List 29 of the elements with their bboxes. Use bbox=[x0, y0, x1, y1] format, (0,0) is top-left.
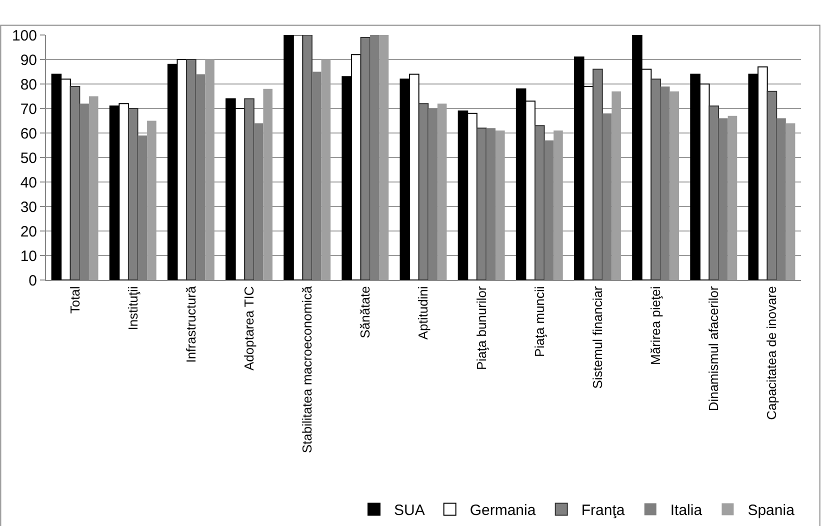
x-tick-label: Aptitudini bbox=[416, 286, 431, 340]
y-tick-label: 0 bbox=[28, 272, 37, 290]
y-tick-label: 50 bbox=[20, 150, 37, 167]
x-tick-label: Instituţii bbox=[125, 286, 140, 330]
y-tick-label: 70 bbox=[20, 100, 37, 118]
legend-label: Franţa bbox=[581, 502, 626, 520]
legend-label: Italia bbox=[670, 502, 703, 520]
y-tick-label: 40 bbox=[20, 174, 37, 192]
x-tick-label: Piaţa bunurilor bbox=[474, 286, 489, 370]
y-tick-label: 10 bbox=[20, 248, 37, 265]
x-tick-label: Total bbox=[67, 286, 82, 314]
x-tick-label: Stabilitatea macroeconomică bbox=[300, 285, 315, 454]
y-tick-label: 90 bbox=[20, 52, 37, 69]
y-tick-label: 20 bbox=[20, 223, 37, 240]
legend-label: Spania bbox=[748, 502, 796, 520]
y-tick-label: 60 bbox=[20, 125, 37, 142]
y-tick-label: 80 bbox=[20, 76, 37, 94]
y-tick-label: 100 bbox=[12, 27, 37, 44]
x-tick-label: Mărirea pieţei bbox=[648, 286, 664, 365]
x-tick-label: Adoptarea TIC bbox=[241, 286, 256, 371]
legend-label: Germania bbox=[470, 502, 536, 520]
x-tick-label: Sănătate bbox=[358, 286, 373, 338]
x-tick-label: Sistemul financiar bbox=[590, 286, 605, 389]
x-tick-label: Dinamismul afacerilor bbox=[706, 286, 722, 412]
x-tick-label: Capacitatea de inovare bbox=[764, 286, 780, 420]
legend-label: SUA bbox=[394, 502, 425, 520]
x-tick-label: Infrastructură bbox=[183, 285, 198, 363]
x-tick-label: Piaţa muncii bbox=[532, 286, 547, 358]
y-tick-label: 30 bbox=[20, 198, 37, 216]
